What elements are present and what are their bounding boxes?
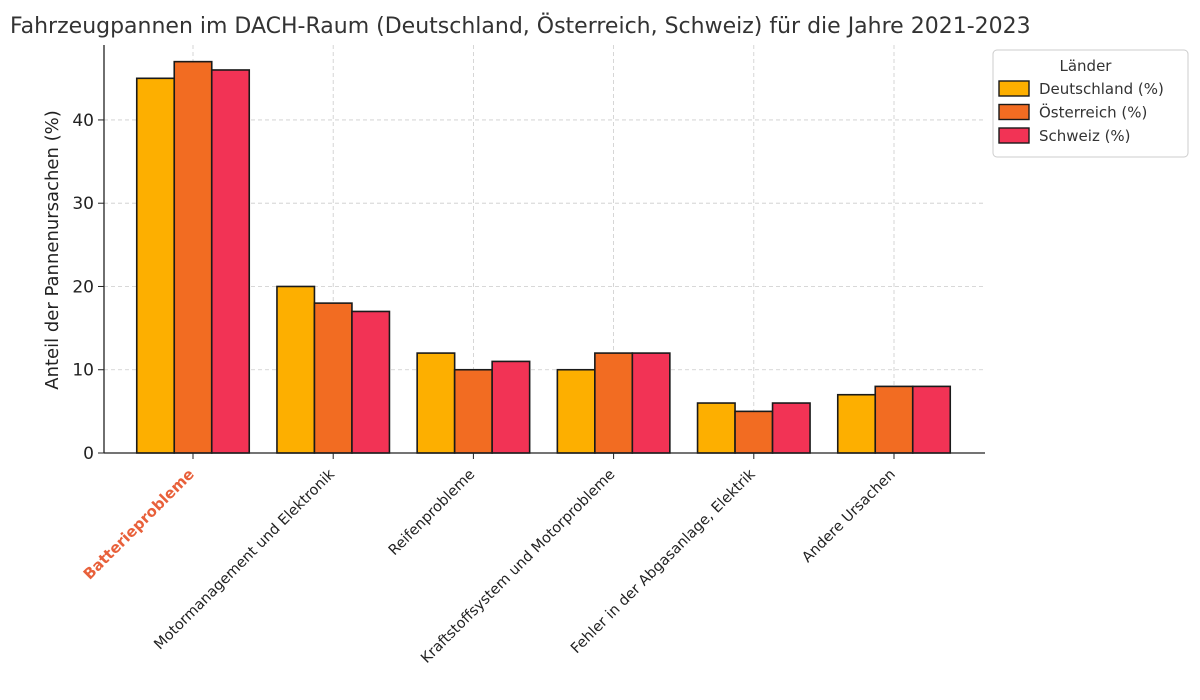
bar xyxy=(491,360,531,454)
legend-label: Deutschland (%) xyxy=(1039,80,1164,98)
legend-swatch xyxy=(998,80,1030,97)
bar xyxy=(836,393,877,454)
bar xyxy=(594,352,634,454)
legend-swatch xyxy=(998,127,1030,144)
y-axis-label: Anteil der Pannenursachen (%) xyxy=(42,110,63,389)
bar xyxy=(351,310,391,454)
y-tick-label: 40 xyxy=(72,111,94,131)
x-tick-label: Reifenprobleme xyxy=(386,466,478,558)
legend-label: Österreich (%) xyxy=(1039,103,1147,122)
bar xyxy=(173,60,213,454)
x-tick-label: Andere Ursachen xyxy=(799,467,898,566)
legend: Länder Deutschland (%) Österreich (%) Schwe… xyxy=(992,49,1189,158)
y-tick-label: 30 xyxy=(72,194,94,214)
bar xyxy=(874,385,914,454)
legend-swatch xyxy=(998,103,1030,121)
axes xyxy=(98,45,985,459)
bar xyxy=(135,77,176,454)
bar xyxy=(696,402,736,454)
bar xyxy=(734,410,774,454)
y-tick-label: 10 xyxy=(72,361,94,381)
bar xyxy=(453,368,493,454)
legend-label: Schweiz (%) xyxy=(1039,127,1131,145)
bar xyxy=(313,302,353,454)
bar xyxy=(771,402,811,454)
bar xyxy=(911,385,952,454)
bar xyxy=(276,285,316,454)
bar xyxy=(556,368,596,454)
bar xyxy=(416,352,456,454)
bars xyxy=(135,60,952,454)
chart-title: Fahrzeugpannen im DACH-Raum (Deutschland… xyxy=(10,13,1031,39)
bar xyxy=(210,69,251,454)
y-tick-label: 20 xyxy=(72,277,94,297)
legend-title: Länder xyxy=(1060,57,1113,75)
y-tick-label: 0 xyxy=(83,444,94,464)
bar xyxy=(631,352,671,454)
legend-box xyxy=(992,49,1189,158)
x-tick-label: Batterieprobleme xyxy=(80,465,198,583)
